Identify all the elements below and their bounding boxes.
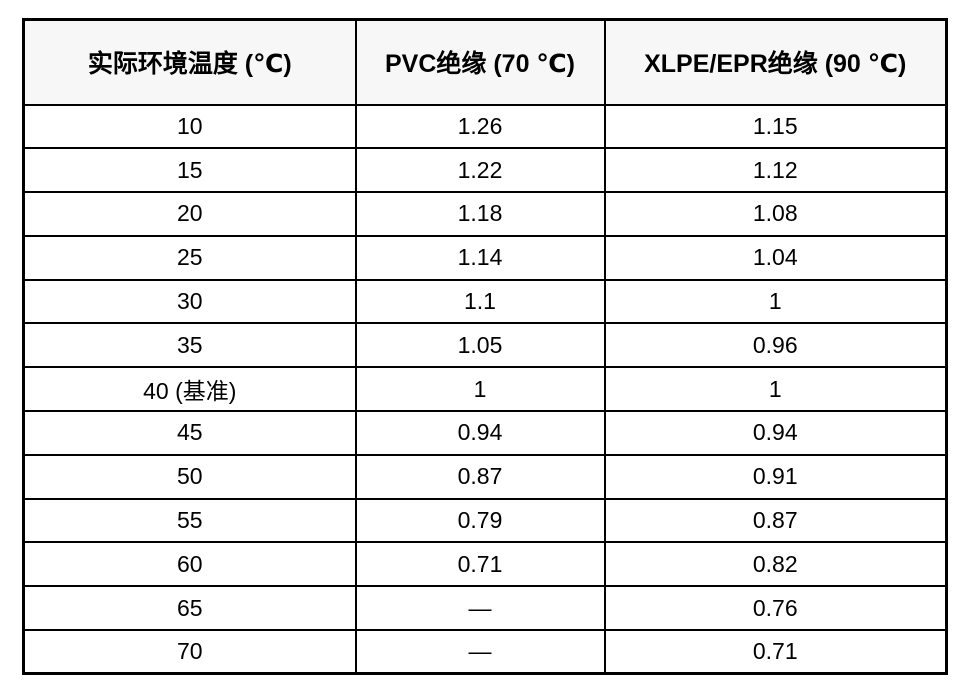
- cell-xlpe-factor: 0.71: [603, 629, 948, 675]
- cell-temperature: 60: [22, 541, 357, 588]
- cell-pvc-factor: 1.14: [354, 234, 606, 281]
- cell-xlpe-factor: 0.82: [603, 541, 948, 588]
- cell-pvc-factor: 1.26: [354, 103, 606, 150]
- cell-temperature: 50: [22, 453, 357, 500]
- cell-temperature: 70: [22, 629, 357, 675]
- cell-temperature-baseline: 40 (基准): [22, 366, 357, 413]
- temperature-correction-table: 实际环境温度 (℃) PVC绝缘 (70 ℃) XLPE/EPR绝缘 (90 ℃…: [22, 18, 948, 676]
- table-row: 35 1.05 0.96: [22, 322, 948, 369]
- cell-pvc-factor: 1.05: [354, 322, 606, 369]
- table-row: 15 1.22 1.12: [22, 147, 948, 194]
- cell-xlpe-factor: 1: [603, 366, 948, 413]
- cell-pvc-factor-missing: —: [354, 585, 606, 632]
- cell-xlpe-factor: 0.96: [603, 322, 948, 369]
- cell-xlpe-factor: 1.15: [603, 103, 948, 150]
- table-row: 10 1.26 1.15: [22, 103, 948, 150]
- cell-pvc-factor: 0.71: [354, 541, 606, 588]
- cell-temperature: 15: [22, 147, 357, 194]
- cell-xlpe-factor: 0.91: [603, 453, 948, 500]
- cell-temperature: 10: [22, 103, 357, 150]
- cell-pvc-factor: 1.18: [354, 191, 606, 237]
- cell-temperature: 35: [22, 322, 357, 369]
- cell-temperature: 65: [22, 585, 357, 632]
- cell-xlpe-factor: 1: [603, 278, 948, 325]
- cell-pvc-factor: 0.94: [354, 410, 606, 456]
- cell-pvc-factor: 1.1: [354, 278, 606, 325]
- table-row: 70 — 0.71: [22, 629, 948, 675]
- column-header-xlpe-epr-insulation: XLPE/EPR绝缘 (90 ℃): [603, 18, 948, 106]
- cell-xlpe-factor: 1.04: [603, 234, 948, 281]
- table-row: 30 1.1 1: [22, 278, 948, 325]
- cell-pvc-factor: 1.22: [354, 147, 606, 194]
- cell-temperature: 45: [22, 410, 357, 456]
- table-row: 60 0.71 0.82: [22, 541, 948, 588]
- cell-xlpe-factor: 0.76: [603, 585, 948, 632]
- cell-temperature: 30: [22, 278, 357, 325]
- cell-pvc-factor-missing: —: [354, 629, 606, 675]
- table-row: 45 0.94 0.94: [22, 410, 948, 456]
- column-header-pvc-insulation: PVC绝缘 (70 ℃): [354, 18, 606, 106]
- cell-xlpe-factor: 1.08: [603, 191, 948, 237]
- table-row: 20 1.18 1.08: [22, 191, 948, 237]
- table-row: 50 0.87 0.91: [22, 453, 948, 500]
- cell-pvc-factor: 0.87: [354, 453, 606, 500]
- cell-temperature: 55: [22, 497, 357, 544]
- column-header-ambient-temperature: 实际环境温度 (℃): [22, 18, 357, 106]
- table-row-baseline: 40 (基准) 1 1: [22, 366, 948, 413]
- cell-xlpe-factor: 0.87: [603, 497, 948, 544]
- cell-xlpe-factor: 1.12: [603, 147, 948, 194]
- table-row: 25 1.14 1.04: [22, 234, 948, 281]
- header-row: 实际环境温度 (℃) PVC绝缘 (70 ℃) XLPE/EPR绝缘 (90 ℃…: [22, 18, 948, 106]
- table-row: 65 — 0.76: [22, 585, 948, 632]
- cell-temperature: 25: [22, 234, 357, 281]
- cell-xlpe-factor: 0.94: [603, 410, 948, 456]
- cell-pvc-factor: 0.79: [354, 497, 606, 544]
- cell-pvc-factor: 1: [354, 366, 606, 413]
- cell-temperature: 20: [22, 191, 357, 237]
- table-row: 55 0.79 0.87: [22, 497, 948, 544]
